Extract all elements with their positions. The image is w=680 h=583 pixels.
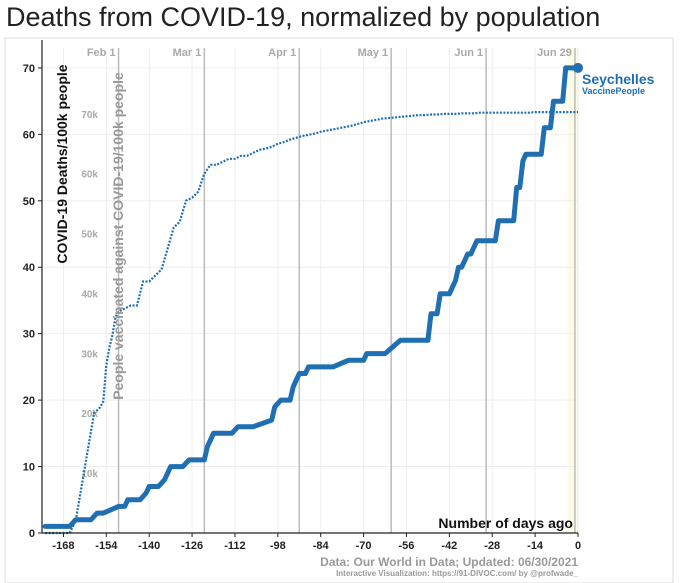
y2-axis-label: People vaccinated against COVID-19/100k …: [110, 72, 126, 400]
y2-tick-label: 10k: [81, 469, 98, 480]
x-tick-label: -126: [181, 540, 203, 552]
y-tick-label: 40: [23, 262, 35, 274]
series-endpoint-seychelles: [573, 62, 583, 73]
y2-tick-label: 60k: [81, 170, 98, 181]
labels: COVID-19 Deaths/100k people People vacci…: [54, 64, 655, 578]
x-tick-label: -84: [313, 540, 330, 552]
y2-tick-label: 70k: [81, 110, 98, 121]
date-marker-label: Feb 1: [87, 47, 116, 59]
y2-tick-label: 50k: [81, 230, 98, 241]
y-tick-label: 0: [29, 528, 35, 540]
x-tick-label: -98: [270, 540, 286, 552]
recent-band: [567, 48, 578, 533]
date-marker-label: Apr 1: [268, 47, 296, 59]
date-marker-label: Jun 29: [537, 47, 572, 59]
data-source: Data: Our World in Data; Updated: 06/30/…: [320, 555, 578, 569]
series-label-vaccinepeople: VaccinePeople: [582, 86, 645, 96]
x-tick-label: -168: [52, 540, 74, 552]
x-tick-label: -140: [138, 540, 160, 552]
x-tick-label: -42: [441, 540, 457, 552]
series-label-seychelles: Seychelles: [582, 71, 655, 87]
y2-tick-label: 20k: [81, 409, 98, 420]
x-tick-label: -14: [527, 540, 544, 552]
x-tick-label: 0: [575, 540, 581, 552]
x-tick-label: -154: [95, 540, 118, 552]
date-marker-label: May 1: [358, 47, 389, 59]
x-axis-label: Number of days ago: [438, 515, 573, 531]
x-tick-label: -70: [356, 540, 372, 552]
date-markers: Feb 1 Mar 1 Apr 1 May 1 Jun 1 Jun 29: [87, 47, 576, 533]
y-tick-label: 30: [23, 329, 35, 341]
y-axis-label: COVID-19 Deaths/100k people: [54, 64, 70, 263]
page-title: Deaths from COVID-19, normalized by popu…: [6, 2, 601, 32]
y-tick-label: 20: [23, 395, 35, 407]
y2-axis: 10k 20k 30k 40k 50k 60k 70k: [81, 110, 98, 480]
visualization-credit: Interactive Visualization: https://91-DI…: [336, 569, 578, 578]
y2-tick-label: 40k: [81, 289, 98, 300]
y-tick-label: 60: [23, 129, 35, 141]
y-tick-label: 50: [23, 196, 35, 208]
y2-tick-label: 30k: [81, 349, 98, 360]
x-tick-label: -28: [484, 540, 500, 552]
x-tick-label: -112: [224, 540, 245, 552]
series-line-seychelles: [42, 65, 581, 529]
series-line-vaccinepeople: [45, 110, 578, 535]
series: [42, 62, 583, 535]
date-marker-label: Jun 1: [454, 47, 483, 59]
date-marker-label: Mar 1: [173, 47, 202, 59]
y-tick-label: 70: [23, 63, 35, 75]
grid: [42, 48, 579, 534]
y-tick-label: 10: [23, 462, 35, 474]
x-tick-label: -56: [399, 540, 415, 552]
plot-frame: [4, 37, 674, 583]
